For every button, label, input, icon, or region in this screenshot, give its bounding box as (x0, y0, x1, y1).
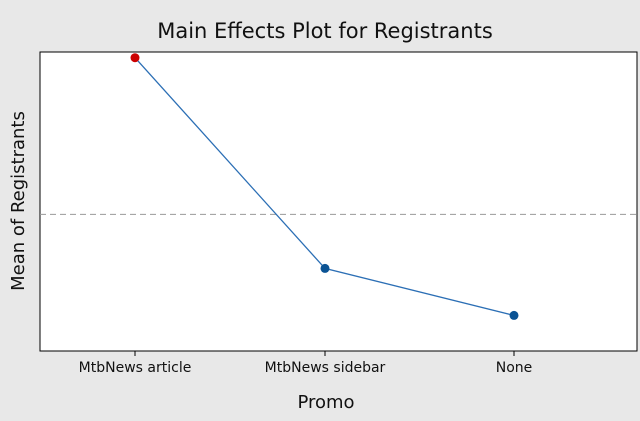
y-axis-label: Mean of Registrants (8, 111, 29, 291)
plot-area (39, 51, 638, 352)
x-tick-label-0: MtbNews article (79, 360, 192, 376)
x-axis-label: Promo (297, 392, 354, 413)
x-axis-ticks (134, 351, 515, 356)
chart-title: Main Effects Plot for Registrants (157, 19, 493, 43)
data-point-mtbnews-article (130, 53, 140, 63)
series-points (130, 53, 519, 320)
data-point-none (509, 310, 519, 320)
x-tick-label-2: None (496, 360, 533, 376)
x-tick-label-1: MtbNews sidebar (265, 360, 386, 376)
x-axis-tick-labels: MtbNews article MtbNews sidebar None (79, 360, 533, 376)
data-point-mtbnews-sidebar (320, 263, 330, 273)
